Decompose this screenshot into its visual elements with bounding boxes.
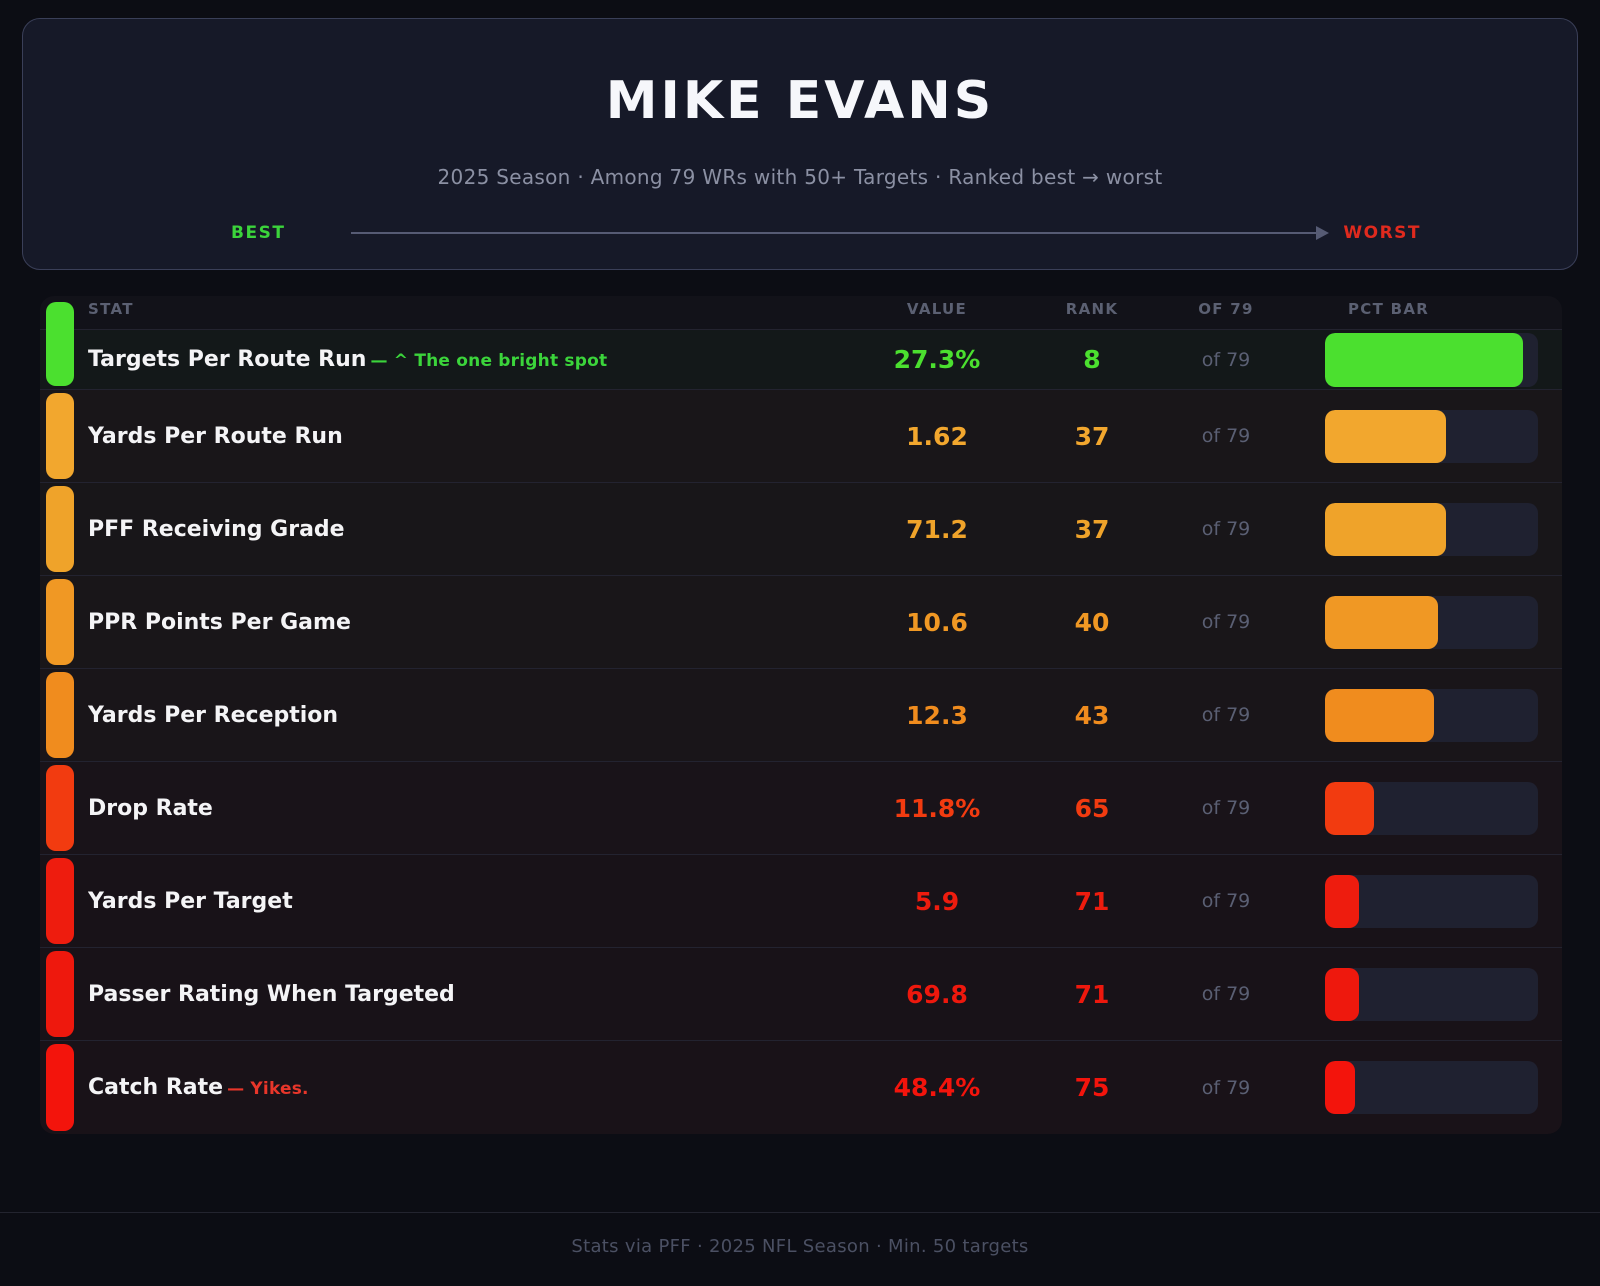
row-color-strip (46, 672, 74, 758)
stat-of-total: of 79 (1201, 611, 1251, 633)
stat-rank: 43 (1074, 700, 1110, 730)
stat-rank: 75 (1074, 1073, 1110, 1102)
best-label: BEST (231, 223, 286, 243)
stat-row: Catch Rate — Yikes. 48.4% 75 of 79 (40, 1041, 1562, 1134)
pct-bar-fill (1325, 967, 1360, 1021)
stat-row: PPR Points Per Game 10.6 40 of 79 (40, 576, 1562, 669)
pct-bar-track (1325, 595, 1538, 649)
page-title: MIKE EVANS (605, 71, 995, 131)
pct-bar-fill (1325, 688, 1434, 742)
stat-value: 10.6 (906, 607, 968, 637)
stat-of-total: of 79 (1201, 1076, 1251, 1099)
row-color-strip (46, 765, 74, 851)
column-header-of: OF 79 (1198, 300, 1254, 318)
stat-of-total: of 79 (1201, 797, 1251, 819)
pct-bar-track (1325, 967, 1538, 1021)
row-color-strip (46, 393, 74, 479)
column-header-stat: STAT (88, 300, 134, 318)
footer-source-text: Stats via PFF · 2025 NFL Season · Min. 5… (571, 1236, 1029, 1257)
best-to-worst-arrow-icon (351, 226, 1330, 240)
stats-table: STAT VALUE RANK OF 79 PCT BAR Targets Pe… (40, 296, 1562, 1134)
stat-name: Yards Per Target (88, 888, 293, 914)
pct-bar-track (1325, 781, 1538, 835)
stat-rank: 71 (1074, 979, 1110, 1009)
stat-rank: 8 (1083, 345, 1101, 374)
stat-value: 71.2 (906, 514, 968, 544)
stat-row: Drop Rate 11.8% 65 of 79 (40, 762, 1562, 855)
stat-name: Targets Per Route Run (88, 347, 367, 372)
row-color-strip (46, 858, 74, 944)
stat-rank: 65 (1074, 793, 1110, 823)
stat-of-total: of 79 (1201, 890, 1251, 912)
column-header-pct-bar: PCT BAR (1348, 300, 1430, 318)
pct-bar-fill (1325, 1061, 1355, 1114)
stat-name: PPR Points Per Game (88, 609, 351, 635)
stat-row: Targets Per Route Run — ^ The one bright… (40, 302, 1562, 390)
stat-of-total: of 79 (1201, 518, 1251, 540)
stat-of-total: of 79 (1201, 983, 1251, 1005)
pct-bar-track (1325, 874, 1538, 928)
header-card: MIKE EVANS 2025 Season · Among 79 WRs wi… (22, 18, 1578, 270)
row-color-strip (46, 579, 74, 665)
stat-name: Catch Rate (88, 1075, 224, 1100)
pct-bar-fill (1325, 874, 1360, 928)
row-color-strip (46, 951, 74, 1037)
stat-of-total: of 79 (1201, 704, 1251, 726)
stat-value: 1.62 (906, 421, 968, 451)
stat-value: 11.8% (893, 793, 981, 823)
stat-value: 69.8 (906, 979, 968, 1009)
row-color-strip (46, 1044, 74, 1131)
stat-of-total: of 79 (1201, 425, 1251, 447)
best-worst-scale: BEST WORST (23, 223, 1577, 243)
stat-value: 48.4% (893, 1073, 981, 1102)
pct-bar-fill (1325, 409, 1447, 463)
stat-name: Drop Rate (88, 795, 213, 821)
pct-bar-track (1325, 1061, 1538, 1114)
row-color-strip (46, 302, 74, 386)
stat-row: Yards Per Route Run 1.62 37 of 79 (40, 390, 1562, 483)
stat-row: Yards Per Target 5.9 71 of 79 (40, 855, 1562, 948)
stat-value: 5.9 (914, 886, 960, 916)
stat-row: PFF Receiving Grade 71.2 37 of 79 (40, 483, 1562, 576)
stat-rank: 40 (1074, 607, 1110, 637)
stat-value: 12.3 (906, 700, 968, 730)
stat-rank: 37 (1074, 514, 1110, 544)
stat-annotation: — ^ The one bright spot (370, 351, 608, 371)
pct-bar-track (1325, 332, 1538, 387)
table-column-header: STAT VALUE RANK OF 79 PCT BAR (40, 296, 1562, 330)
stat-row: Passer Rating When Targeted 69.8 71 of 7… (40, 948, 1562, 1041)
stat-of-total: of 79 (1201, 348, 1251, 371)
stat-name: Yards Per Reception (88, 702, 339, 728)
stat-value: 27.3% (893, 345, 981, 374)
stat-row: Yards Per Reception 12.3 43 of 79 (40, 669, 1562, 762)
table-body: Targets Per Route Run — ^ The one bright… (40, 302, 1562, 1134)
pct-bar-fill (1325, 595, 1438, 649)
column-header-value: VALUE (906, 300, 968, 318)
pct-bar-fill (1325, 502, 1447, 556)
pct-bar-fill (1325, 332, 1524, 387)
worst-label: WORST (1343, 223, 1421, 243)
stat-name: Passer Rating When Targeted (88, 981, 455, 1007)
stat-name: Yards Per Route Run (88, 423, 343, 449)
pct-bar-track (1325, 688, 1538, 742)
stat-annotation: — Yikes. (227, 1079, 309, 1099)
column-header-rank: RANK (1065, 300, 1119, 318)
subtitle: 2025 Season · Among 79 WRs with 50+ Targ… (437, 165, 1163, 189)
pct-bar-track (1325, 502, 1538, 556)
row-color-strip (46, 486, 74, 572)
footer-divider (0, 1212, 1600, 1213)
pct-bar-fill (1325, 781, 1374, 835)
stat-name: PFF Receiving Grade (88, 516, 345, 542)
pct-bar-track (1325, 409, 1538, 463)
stat-rank: 37 (1074, 421, 1110, 451)
stat-rank: 71 (1074, 886, 1110, 916)
